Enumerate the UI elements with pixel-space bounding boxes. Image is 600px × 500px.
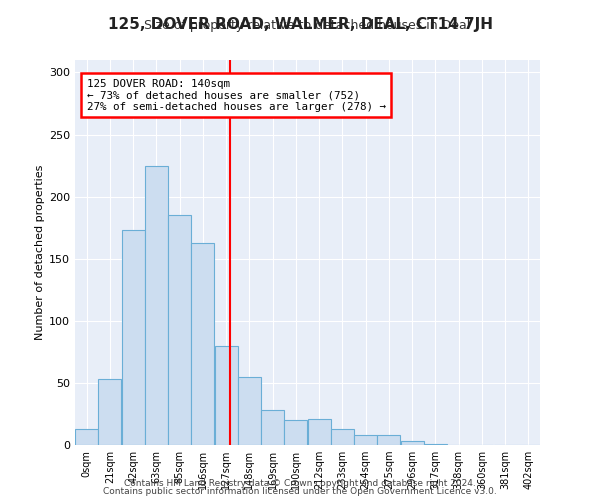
Y-axis label: Number of detached properties: Number of detached properties: [35, 165, 45, 340]
Bar: [238, 376, 261, 445]
Bar: [215, 346, 238, 445]
Bar: [331, 429, 354, 445]
Bar: [377, 435, 400, 445]
Bar: [401, 442, 424, 445]
Text: Contains HM Land Registry data © Crown copyright and database right 2024.: Contains HM Land Registry data © Crown c…: [124, 478, 476, 488]
Bar: [308, 419, 331, 445]
Text: Contains public sector information licensed under the Open Government Licence v3: Contains public sector information licen…: [103, 487, 497, 496]
Bar: [145, 166, 168, 445]
Bar: [98, 379, 121, 445]
Bar: [284, 420, 307, 445]
Bar: [354, 435, 377, 445]
Bar: [168, 215, 191, 445]
Bar: [261, 410, 284, 445]
Bar: [424, 444, 447, 445]
Bar: [191, 242, 214, 445]
Text: 125, DOVER ROAD, WALMER, DEAL, CT14 7JH: 125, DOVER ROAD, WALMER, DEAL, CT14 7JH: [107, 18, 493, 32]
Text: 125 DOVER ROAD: 140sqm
← 73% of detached houses are smaller (752)
27% of semi-de: 125 DOVER ROAD: 140sqm ← 73% of detached…: [86, 78, 386, 112]
Bar: [75, 429, 98, 445]
Bar: [122, 230, 145, 445]
Title: Size of property relative to detached houses in Deal: Size of property relative to detached ho…: [145, 20, 470, 32]
